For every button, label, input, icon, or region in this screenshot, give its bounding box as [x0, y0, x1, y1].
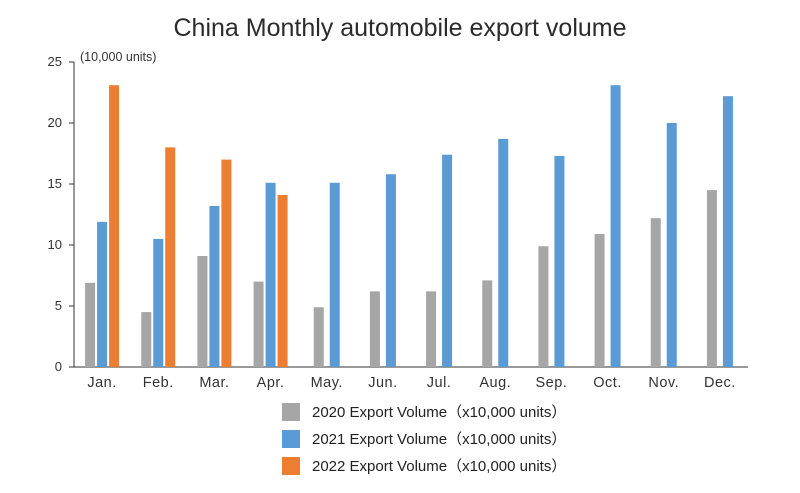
bar-2020-feb	[141, 312, 152, 367]
legend-swatch-2022	[282, 456, 300, 475]
legend-label-2022: 2022 Export Volume（x10,000 units）	[312, 458, 567, 475]
legend: 2020 Export Volume（x10,000 units） 2021 E…	[282, 398, 566, 479]
bar-2022-jan	[109, 85, 120, 368]
x-tick-label: May.	[311, 375, 343, 391]
bar-2021-apr	[265, 182, 276, 367]
bar-2021-jan	[97, 221, 108, 367]
x-tick-label: Apr.	[257, 375, 285, 391]
bar-2021-mar	[209, 205, 220, 367]
bar-2020-sep	[538, 246, 549, 367]
x-tick-label: Dec.	[704, 375, 736, 391]
legend-label-2020: 2020 Export Volume（x10,000 units）	[312, 404, 567, 421]
y-tick-label: 5	[55, 298, 62, 313]
bar-2020-aug	[482, 280, 493, 367]
bar-2021-feb	[153, 238, 164, 367]
legend-swatch-2021	[282, 429, 300, 448]
y-tick-label: 15	[48, 176, 62, 191]
bar-2021-nov	[666, 123, 677, 367]
chart-title: China Monthly automobile export volume	[173, 14, 627, 42]
legend-item-2020: 2020 Export Volume（x10,000 units）	[282, 398, 566, 425]
bar-2021-may	[329, 182, 340, 367]
bar-2020-mar	[197, 255, 208, 367]
bar-2021-jun	[385, 174, 396, 367]
bar-2022-mar	[221, 159, 232, 367]
bar-2020-jan	[85, 282, 96, 367]
x-tick-label: Aug.	[479, 375, 511, 391]
x-tick-label: Jun.	[368, 375, 397, 391]
legend-item-2021: 2021 Export Volume（x10,000 units）	[282, 425, 566, 452]
y-tick-label: 10	[48, 237, 62, 252]
bar-2021-jul	[442, 154, 453, 367]
x-tick-label: Sep.	[535, 375, 567, 391]
x-tick-label: Mar.	[199, 375, 229, 391]
y-tick-label: 20	[48, 115, 62, 130]
bar-2021-sep	[554, 155, 565, 367]
y-tick-label: 0	[55, 359, 62, 374]
x-tick-label: Oct.	[593, 375, 622, 391]
x-tick-label: Nov.	[648, 375, 679, 391]
legend-item-2022: 2022 Export Volume（x10,000 units）	[282, 452, 566, 479]
y-axis-unit-label: (10,000 units)	[80, 50, 157, 64]
bar-2022-feb	[165, 147, 176, 367]
bar-2021-aug	[498, 138, 509, 367]
bar-2020-jun	[369, 291, 380, 367]
bar-2020-oct	[594, 234, 605, 367]
legend-swatch-2020	[282, 402, 300, 421]
bar-2020-dec	[706, 190, 717, 367]
bar-2021-oct	[610, 85, 621, 368]
bar-2020-nov	[650, 218, 661, 367]
x-tick-label: Jan.	[87, 375, 116, 391]
bar-2022-apr	[277, 194, 288, 367]
bar-2020-may	[313, 307, 324, 367]
legend-label-2021: 2021 Export Volume（x10,000 units）	[312, 431, 567, 448]
x-tick-label: Jul.	[427, 375, 452, 391]
x-tick-label: Feb.	[143, 375, 174, 391]
bar-2020-jul	[426, 291, 437, 367]
bar-2020-apr	[253, 281, 264, 367]
bar-2021-dec	[722, 96, 733, 367]
y-tick-label: 25	[48, 54, 62, 69]
